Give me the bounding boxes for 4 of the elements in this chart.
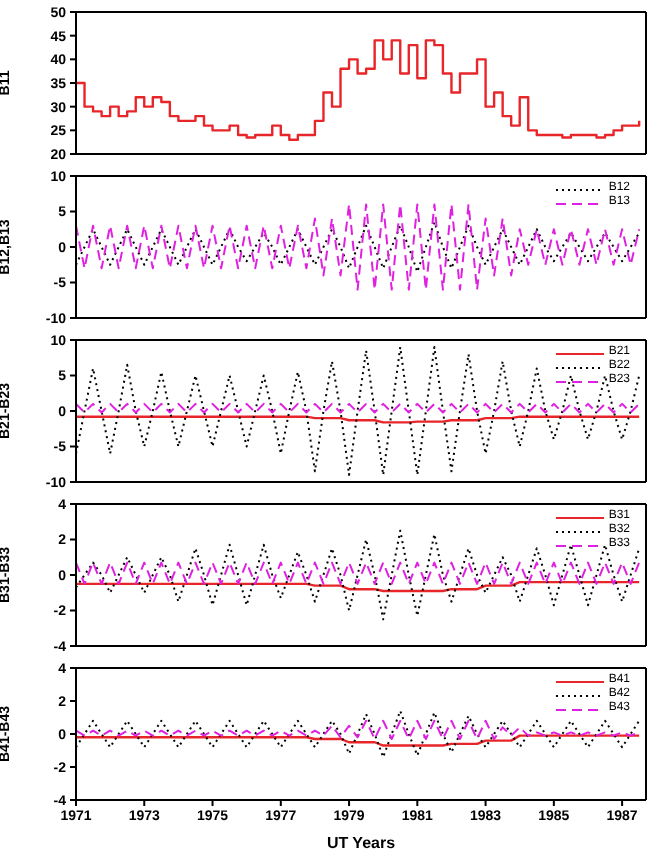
line-series: [76, 346, 641, 476]
x-axis-title: UT Years: [326, 834, 397, 852]
line-series: [76, 203, 641, 291]
line-series: [76, 719, 641, 740]
